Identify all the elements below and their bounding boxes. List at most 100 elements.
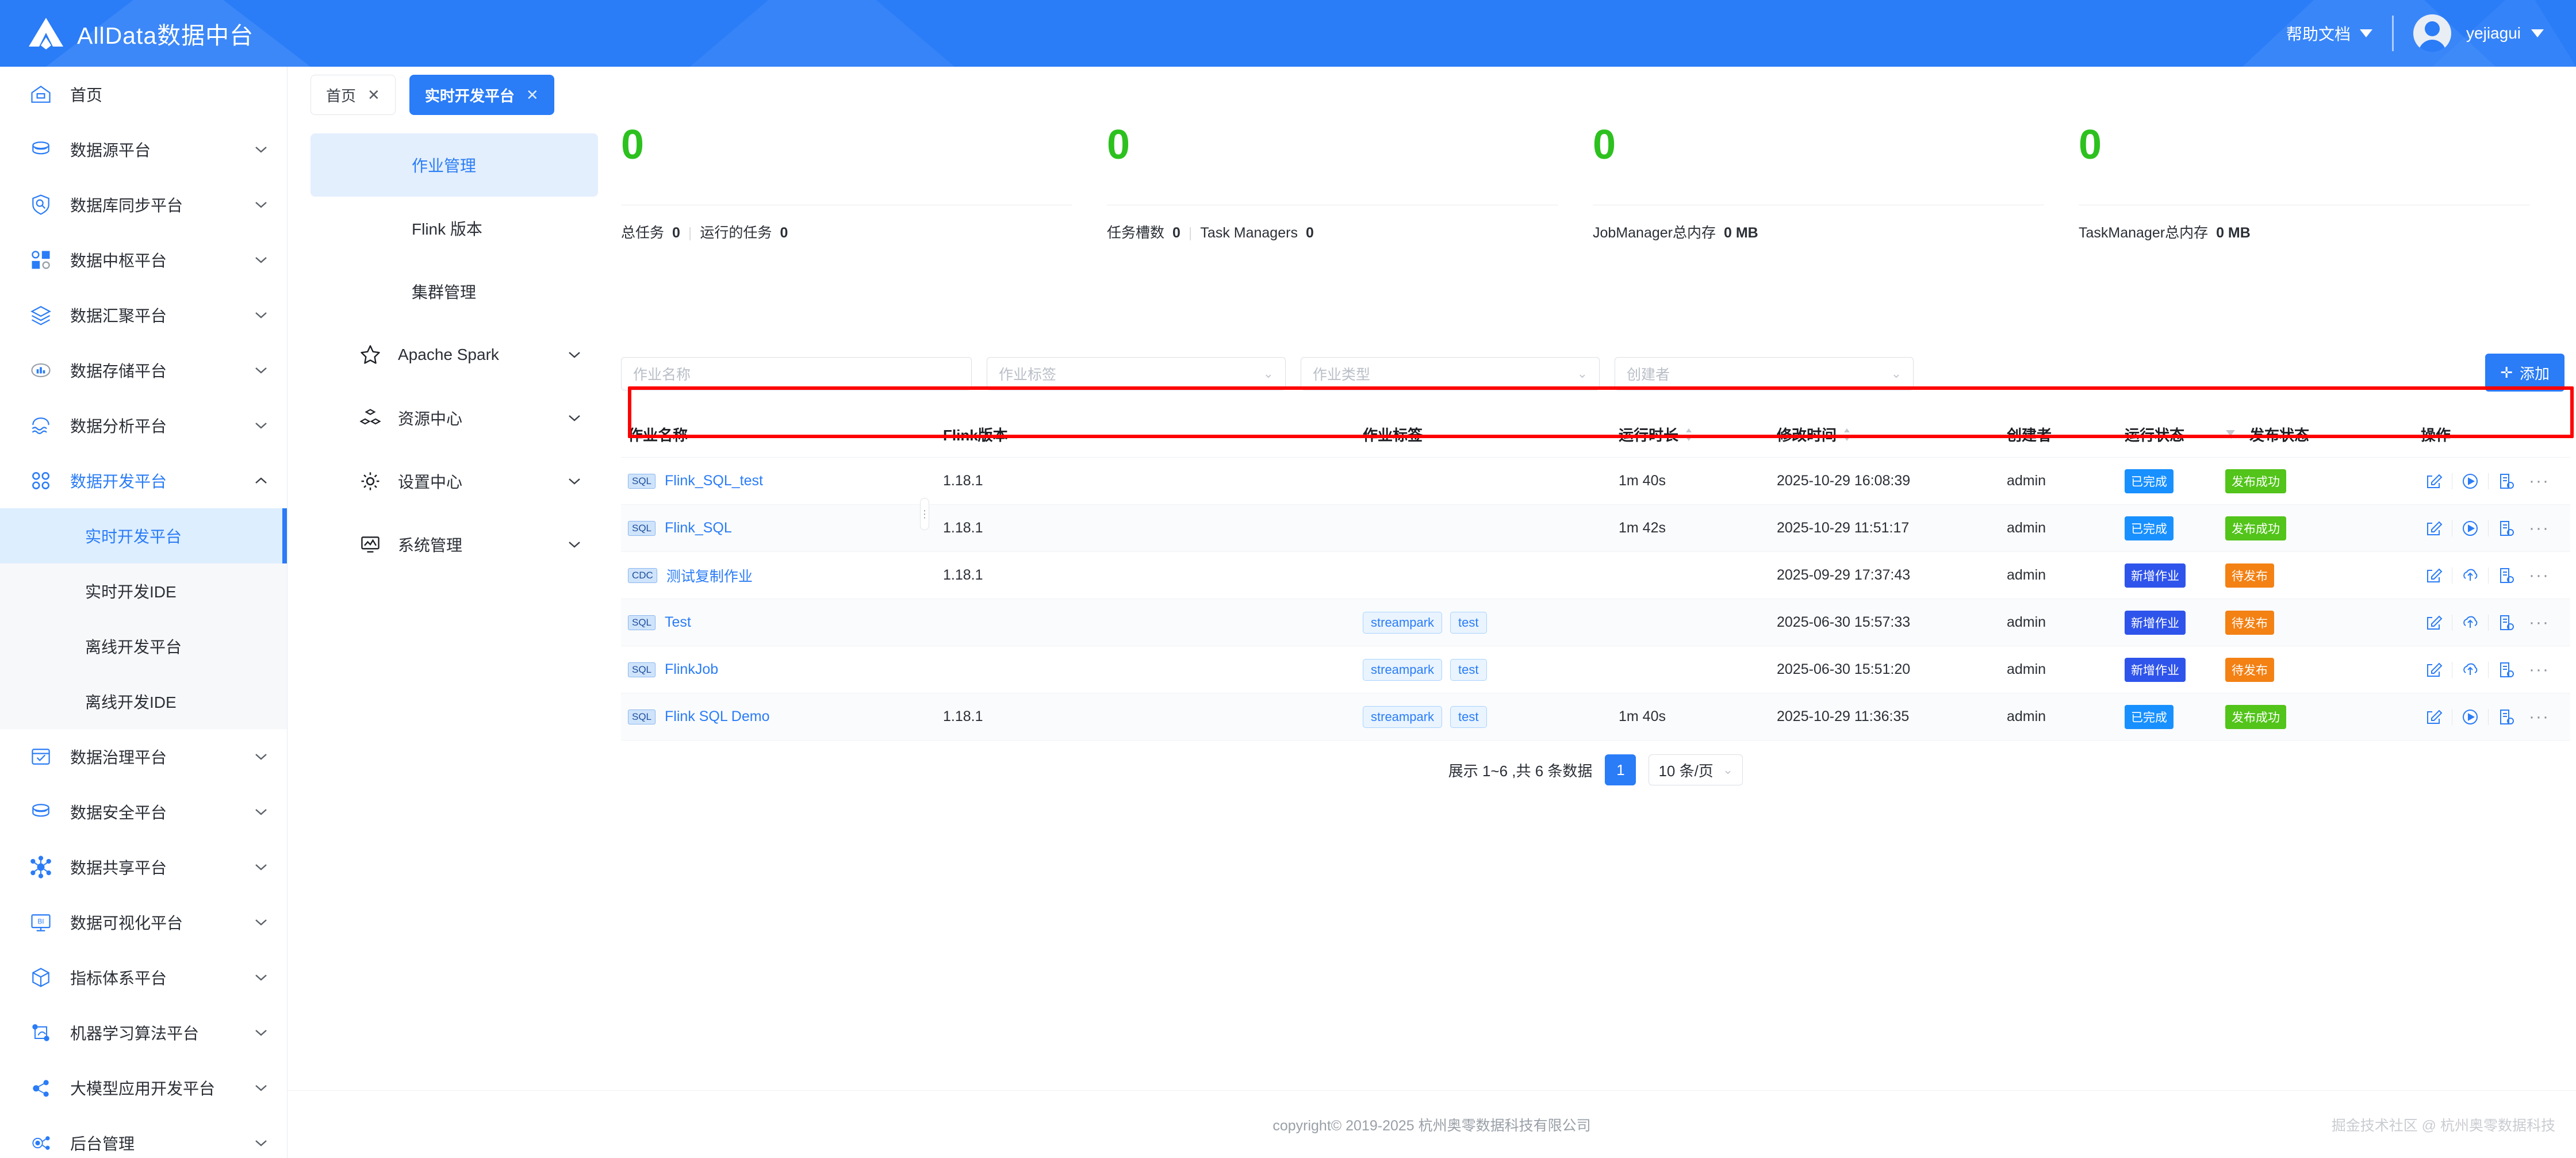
column-header-tags[interactable]: 作业标签 xyxy=(1363,427,1423,444)
sidebar-item-ml-algorithm[interactable]: 机器学习算法平台 xyxy=(0,1005,287,1060)
start-icon[interactable] xyxy=(2457,515,2483,542)
subnav-item-cluster-management[interactable]: 集群管理 xyxy=(310,260,598,323)
more-icon[interactable]: ··· xyxy=(2529,518,2550,538)
cell-operations[interactable]: ··· xyxy=(2421,704,2570,730)
column-header-version[interactable]: Flink版本 xyxy=(943,427,1008,444)
sidebar-item-llm-app-dev[interactable]: 大模型应用开发平台 xyxy=(0,1060,287,1115)
job-name-link[interactable]: Flink_SQL xyxy=(665,520,732,536)
tab-realtime-dev-platform[interactable]: 实时开发平台 ✕ xyxy=(409,75,554,115)
sidebar-item-realtime-dev-platform[interactable]: 实时开发平台 xyxy=(0,508,287,563)
main-sidebar[interactable]: 首页 数据源平台 数据库同步平台 数据中枢平台 数据汇聚平台 数据存储平台 xyxy=(0,67,288,1158)
column-resize-handle[interactable]: ⋮ xyxy=(919,498,930,530)
cell-operations[interactable]: ··· xyxy=(2421,609,2570,636)
sidebar-item-data-sharing[interactable]: 数据共享平台 xyxy=(0,839,287,895)
sidebar-item-backend-admin[interactable]: 后台管理 xyxy=(0,1115,287,1158)
tab-home[interactable]: 首页 ✕ xyxy=(310,75,396,115)
column-header-modified[interactable]: 修改时间 xyxy=(1777,424,2007,445)
user-chevron-down-icon[interactable] xyxy=(2531,29,2544,37)
sidebar-item-realtime-dev-ide[interactable]: 实时开发IDE xyxy=(0,563,287,619)
table-row[interactable]: SQL Test streampark test 2025-06-30 15:5… xyxy=(621,599,2570,646)
more-icon[interactable]: ··· xyxy=(2529,707,2550,726)
edit-icon[interactable] xyxy=(2421,657,2447,683)
cell-job-name[interactable]: SQL Flink SQL Demo xyxy=(621,708,943,725)
help-doc-menu[interactable]: 帮助文档 xyxy=(2286,22,2392,45)
page-tabs[interactable]: 首页 ✕ 实时开发平台 ✕ xyxy=(310,75,554,115)
cell-operations[interactable]: ··· xyxy=(2421,562,2570,589)
close-icon[interactable]: ✕ xyxy=(367,86,380,103)
column-header-duration[interactable]: 运行时长 xyxy=(1619,424,1777,445)
cell-job-name[interactable]: SQL FlinkJob xyxy=(621,661,943,678)
edit-icon[interactable] xyxy=(2421,562,2447,589)
sidebar-item-offline-dev-ide[interactable]: 离线开发IDE xyxy=(0,674,287,729)
sort-icon[interactable] xyxy=(1842,427,1851,443)
job-name-input[interactable]: 作业名称 xyxy=(621,357,972,390)
log-icon[interactable] xyxy=(2493,562,2520,589)
brand[interactable]: AllData数据中台 xyxy=(28,0,254,67)
cell-job-name[interactable]: CDC 测试复制作业 xyxy=(621,565,943,586)
add-button[interactable]: ✛ 添加 xyxy=(2485,354,2564,392)
job-name-link[interactable]: 测试复制作业 xyxy=(666,568,753,585)
cell-operations[interactable]: ··· xyxy=(2421,468,2570,494)
cell-job-name[interactable]: SQL Flink_SQL_test xyxy=(621,473,943,489)
edit-icon[interactable] xyxy=(2421,515,2447,542)
log-icon[interactable] xyxy=(2493,704,2520,730)
edit-icon[interactable] xyxy=(2421,609,2447,636)
subnav-item-apache-spark[interactable]: Apache Spark xyxy=(310,323,598,386)
sidebar-item-home[interactable]: 首页 xyxy=(0,67,287,122)
filter-icon[interactable] xyxy=(2225,429,2236,440)
column-header-run-status[interactable]: 运行状态 xyxy=(2125,424,2225,445)
upload-icon[interactable] xyxy=(2457,562,2483,589)
more-icon[interactable]: ··· xyxy=(2529,612,2550,632)
subnav-item-system-management[interactable]: 系统管理 xyxy=(310,513,598,576)
upload-icon[interactable] xyxy=(2457,657,2483,683)
log-icon[interactable] xyxy=(2493,657,2520,683)
subnav-item-resource-center[interactable]: 资源中心 xyxy=(310,386,598,450)
subnav-item-job-management[interactable]: 作业管理 xyxy=(310,133,598,197)
cell-operations[interactable]: ··· xyxy=(2421,657,2570,683)
column-header-name[interactable]: 作业名称 xyxy=(628,427,688,444)
table-row[interactable]: CDC 测试复制作业 1.18.1 2025-09-29 17:37:43 ad… xyxy=(621,552,2570,599)
more-icon[interactable]: ··· xyxy=(2529,471,2550,490)
sidebar-item-data-analysis[interactable]: 数据分析平台 xyxy=(0,398,287,453)
job-name-link[interactable]: FlinkJob xyxy=(665,661,719,677)
subnav-item-flink-version[interactable]: Flink 版本 xyxy=(310,197,598,260)
job-type-select[interactable]: 作业类型 ⌄ xyxy=(1301,357,1600,390)
job-name-link[interactable]: Flink_SQL_test xyxy=(665,473,763,489)
table-row[interactable]: SQL Flink_SQL 1.18.1 1m 42s 2025-10-29 1… xyxy=(621,505,2570,552)
sidebar-item-data-development[interactable]: 数据开发平台 xyxy=(0,453,287,508)
page-size-select[interactable]: 10 条/页 ⌄ xyxy=(1649,754,1743,785)
sidebar-item-data-aggregation[interactable]: 数据汇聚平台 xyxy=(0,287,287,343)
log-icon[interactable] xyxy=(2493,468,2520,494)
log-icon[interactable] xyxy=(2493,609,2520,636)
table-row[interactable]: SQL Flink_SQL_test 1.18.1 1m 40s 2025-10… xyxy=(621,458,2570,505)
subnav-item-settings-center[interactable]: 设置中心 xyxy=(310,450,598,513)
user-avatar-icon[interactable] xyxy=(2413,14,2452,52)
sidebar-item-offline-dev-platform[interactable]: 离线开发平台 xyxy=(0,619,287,674)
job-name-link[interactable]: Flink SQL Demo xyxy=(665,708,770,724)
start-icon[interactable] xyxy=(2457,704,2483,730)
sort-icon[interactable] xyxy=(1684,427,1693,443)
cell-job-name[interactable]: SQL Flink_SQL xyxy=(621,520,943,536)
column-header-creator[interactable]: 创建者 xyxy=(2007,427,2052,444)
page-number-1[interactable]: 1 xyxy=(1605,754,1636,785)
close-icon[interactable]: ✕ xyxy=(526,86,539,103)
table-row[interactable]: SQL FlinkJob streampark test 2025-06-30 … xyxy=(621,646,2570,693)
edit-icon[interactable] xyxy=(2421,704,2447,730)
table-row[interactable]: SQL Flink SQL Demo 1.18.1 streampark tes… xyxy=(621,693,2570,741)
sidebar-item-data-storage[interactable]: 数据存储平台 xyxy=(0,343,287,398)
edit-icon[interactable] xyxy=(2421,468,2447,494)
creator-select[interactable]: 创建者 ⌄ xyxy=(1615,357,1914,390)
cell-operations[interactable]: ··· xyxy=(2421,515,2570,542)
more-icon[interactable]: ··· xyxy=(2529,565,2550,585)
job-name-link[interactable]: Test xyxy=(665,614,691,630)
start-icon[interactable] xyxy=(2457,468,2483,494)
log-icon[interactable] xyxy=(2493,515,2520,542)
sidebar-item-datasource[interactable]: 数据源平台 xyxy=(0,122,287,177)
job-tag-select[interactable]: 作业标签 ⌄ xyxy=(987,357,1286,390)
more-icon[interactable]: ··· xyxy=(2529,659,2550,679)
sidebar-item-data-hub[interactable]: 数据中枢平台 xyxy=(0,232,287,287)
sidebar-item-data-visualization[interactable]: BI 数据可视化平台 xyxy=(0,895,287,950)
sidebar-item-data-governance[interactable]: 数据治理平台 xyxy=(0,729,287,784)
sidebar-item-metrics-system[interactable]: 指标体系平台 xyxy=(0,950,287,1005)
module-subnav[interactable]: 作业管理 Flink 版本 集群管理 Apache Spark 资源中心 设置中… xyxy=(310,133,598,576)
